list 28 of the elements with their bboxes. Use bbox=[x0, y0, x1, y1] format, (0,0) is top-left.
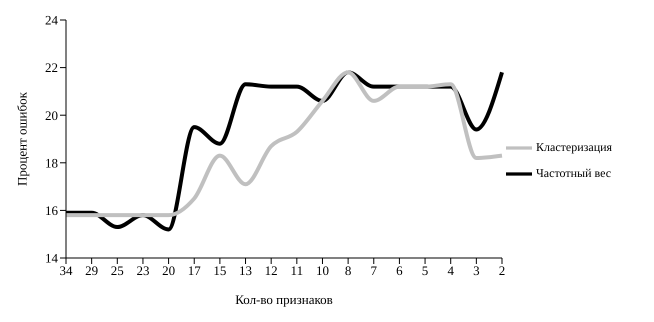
x-tick-label: 12 bbox=[264, 263, 278, 278]
x-tick-label: 11 bbox=[290, 263, 304, 278]
y-tick-label: 14 bbox=[45, 250, 58, 266]
x-tick-label: 23 bbox=[136, 263, 150, 278]
legend-label: Кластеризация bbox=[536, 140, 612, 154]
x-tick-label: 3 bbox=[473, 263, 480, 278]
y-tick-label: 22 bbox=[45, 60, 58, 76]
x-tick-label: 8 bbox=[344, 263, 352, 278]
y-tick-label: 16 bbox=[45, 203, 58, 218]
x-tick-label: 25 bbox=[110, 263, 124, 278]
x-tick-label: 2 bbox=[498, 263, 506, 278]
y-axis-title: Процент ошибок bbox=[14, 91, 30, 186]
x-tick-label: 34 bbox=[60, 263, 73, 278]
x-tick-label: 20 bbox=[162, 263, 176, 278]
x-tick-label: 10 bbox=[316, 263, 329, 278]
x-tick-label: 15 bbox=[213, 263, 226, 278]
legend-label: Частотный вес bbox=[536, 166, 612, 180]
y-tick-label: 24 bbox=[45, 12, 58, 28]
y-tick-label: 20 bbox=[45, 108, 58, 123]
x-tick-label: 7 bbox=[370, 263, 378, 278]
x-tick-label: 29 bbox=[85, 263, 98, 278]
x-tick-label: 6 bbox=[396, 263, 404, 278]
x-tick-label: 13 bbox=[239, 263, 252, 278]
x-axis-title: Кол-во признаков bbox=[235, 292, 333, 307]
x-tick-label: 5 bbox=[422, 263, 428, 278]
x-tick-label: 17 bbox=[188, 263, 202, 278]
x-tick-label: 4 bbox=[447, 263, 454, 278]
y-tick-label: 18 bbox=[45, 155, 58, 170]
